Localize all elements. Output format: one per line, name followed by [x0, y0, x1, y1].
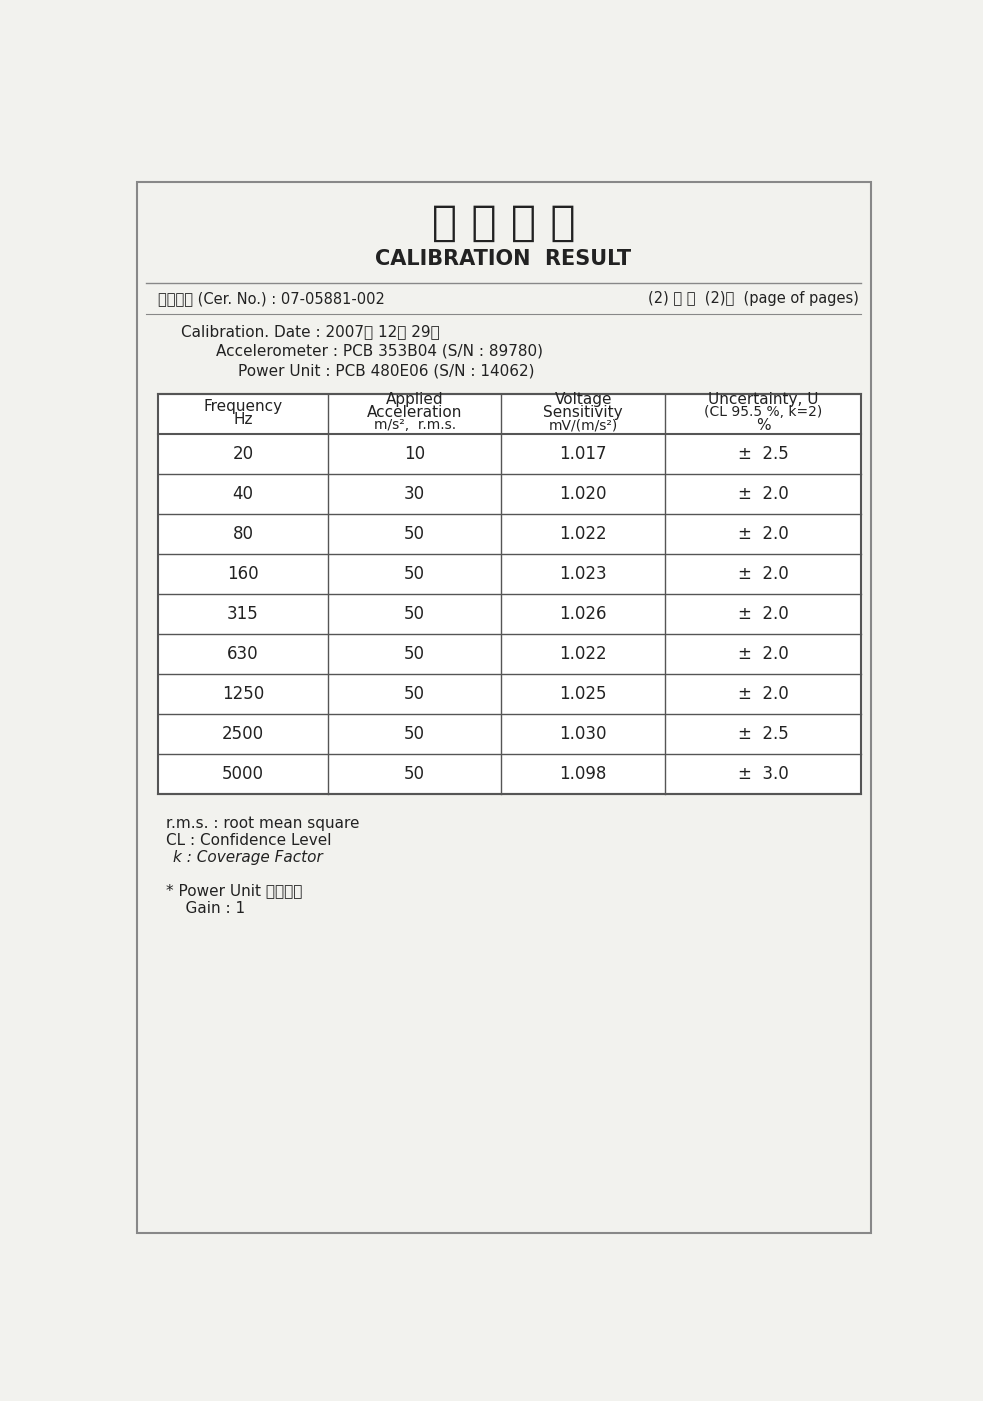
- Text: 50: 50: [404, 525, 426, 542]
- Text: 교 정 결 과: 교 정 결 과: [432, 202, 575, 244]
- Text: 50: 50: [404, 644, 426, 663]
- Text: Gain : 1: Gain : 1: [165, 901, 245, 916]
- Text: * Power Unit 설정조건: * Power Unit 설정조건: [165, 884, 302, 898]
- Text: Calibration. Date : 2007년 12월 29일: Calibration. Date : 2007년 12월 29일: [181, 325, 439, 339]
- Text: 50: 50: [404, 726, 426, 743]
- Text: 1.023: 1.023: [559, 565, 607, 583]
- Text: 30: 30: [404, 485, 426, 503]
- Bar: [157, 394, 861, 794]
- Text: 630: 630: [227, 644, 259, 663]
- Text: ±  2.0: ± 2.0: [737, 605, 788, 623]
- Text: 50: 50: [404, 565, 426, 583]
- Text: 1.025: 1.025: [559, 685, 607, 703]
- Text: 5000: 5000: [222, 765, 264, 783]
- Text: 80: 80: [233, 525, 254, 542]
- Text: 20: 20: [232, 444, 254, 462]
- Text: ±  2.0: ± 2.0: [737, 565, 788, 583]
- Text: 40: 40: [233, 485, 254, 503]
- Text: ±  3.0: ± 3.0: [737, 765, 788, 783]
- Text: (2) 쪽 중  (2)쪽  (page of pages): (2) 쪽 중 (2)쪽 (page of pages): [648, 291, 859, 305]
- Text: (CL 95.5 %, k=2): (CL 95.5 %, k=2): [704, 405, 822, 419]
- Text: ±  2.0: ± 2.0: [737, 685, 788, 703]
- Text: ±  2.0: ± 2.0: [737, 525, 788, 542]
- Text: Accelerometer : PCB 353B04 (S/N : 89780): Accelerometer : PCB 353B04 (S/N : 89780): [216, 343, 543, 359]
- Text: k : Coverage Factor: k : Coverage Factor: [173, 850, 323, 864]
- Text: 1.022: 1.022: [559, 525, 607, 542]
- Text: m/s²,  r.m.s.: m/s², r.m.s.: [374, 419, 456, 433]
- Text: 1.030: 1.030: [559, 726, 607, 743]
- Text: ±  2.5: ± 2.5: [737, 726, 788, 743]
- Text: 315: 315: [227, 605, 259, 623]
- Text: mV/(m/s²): mV/(m/s²): [549, 419, 618, 433]
- Text: 50: 50: [404, 605, 426, 623]
- Text: 1.026: 1.026: [559, 605, 607, 623]
- Text: Acceleration: Acceleration: [367, 405, 462, 420]
- Text: 1.017: 1.017: [559, 444, 607, 462]
- Text: ±  2.0: ± 2.0: [737, 485, 788, 503]
- Text: Uncertainty, U: Uncertainty, U: [708, 392, 818, 408]
- Text: 1.022: 1.022: [559, 644, 607, 663]
- Text: CL : Confidence Level: CL : Confidence Level: [165, 832, 331, 848]
- Text: ±  2.0: ± 2.0: [737, 644, 788, 663]
- Text: CALIBRATION  RESULT: CALIBRATION RESULT: [376, 249, 631, 269]
- Text: ±  2.5: ± 2.5: [737, 444, 788, 462]
- Text: 1250: 1250: [222, 685, 264, 703]
- Text: 160: 160: [227, 565, 259, 583]
- Text: 10: 10: [404, 444, 426, 462]
- Text: 1.020: 1.020: [559, 485, 607, 503]
- Text: Voltage: Voltage: [554, 392, 612, 408]
- Text: %: %: [756, 417, 771, 433]
- Text: Hz: Hz: [233, 412, 253, 427]
- Text: Applied: Applied: [386, 392, 443, 408]
- Text: 교정번호 (Cer. No.) : 07-05881-002: 교정번호 (Cer. No.) : 07-05881-002: [157, 291, 384, 305]
- Text: 1.098: 1.098: [559, 765, 607, 783]
- Text: 50: 50: [404, 765, 426, 783]
- Text: r.m.s. : root mean square: r.m.s. : root mean square: [165, 815, 359, 831]
- Text: 2500: 2500: [222, 726, 264, 743]
- Text: Frequency: Frequency: [203, 398, 282, 413]
- Text: Sensitivity: Sensitivity: [544, 405, 623, 420]
- Text: 50: 50: [404, 685, 426, 703]
- Text: Power Unit : PCB 480E06 (S/N : 14062): Power Unit : PCB 480E06 (S/N : 14062): [238, 363, 534, 378]
